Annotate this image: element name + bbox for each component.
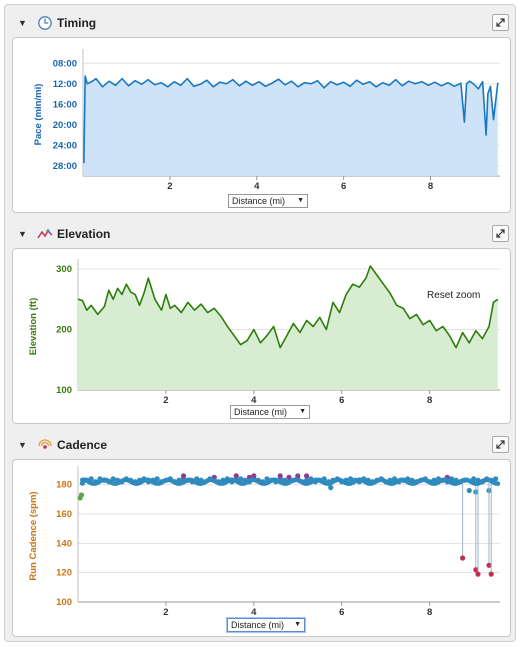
x-tick-label: 8 bbox=[427, 607, 432, 618]
data-point bbox=[233, 473, 239, 479]
expand-icon bbox=[496, 18, 505, 27]
elevation-expand-button[interactable] bbox=[492, 225, 509, 242]
data-point bbox=[251, 473, 257, 479]
data-point bbox=[110, 476, 116, 482]
x-tick-label: 2 bbox=[167, 181, 172, 192]
data-point bbox=[328, 485, 334, 491]
elevation-section-title: Elevation bbox=[57, 227, 111, 241]
y-tick-label: 140 bbox=[56, 538, 72, 549]
reset-zoom-button[interactable]: Reset zoom bbox=[427, 290, 480, 301]
cadence-section-title: Cadence bbox=[57, 438, 108, 452]
distance-selector-label: Distance (mi) bbox=[231, 620, 285, 630]
y-tick-label: 200 bbox=[56, 325, 72, 336]
y-axis-label: Pace (min/mi) bbox=[33, 84, 44, 146]
elevation-distance-selector[interactable]: Distance (mi) ▼ bbox=[230, 405, 310, 419]
data-point bbox=[495, 481, 501, 487]
data-point bbox=[238, 476, 244, 482]
data-point bbox=[493, 476, 499, 482]
elevation-collapse-toggle[interactable]: ▼ bbox=[18, 229, 27, 239]
elevation-section-header[interactable]: ▼ Elevation bbox=[5, 219, 515, 249]
distance-selector-label: Distance (mi) bbox=[234, 407, 288, 417]
x-tick-label: 2 bbox=[163, 395, 168, 406]
expand-icon bbox=[496, 440, 505, 449]
data-point bbox=[460, 555, 466, 561]
cadence-section-header[interactable]: ▼ Cadence bbox=[5, 430, 515, 460]
y-axis-label: Elevation (ft) bbox=[28, 298, 39, 356]
elevation-chart-panel: 100 200 300 2 4 6 8 Elevation (ft) Reset zoom Di… bbox=[12, 248, 511, 424]
cadence-chart[interactable]: 100 120 140 160 180 2 4 6 8 Run Cadence (spm) bbox=[13, 460, 510, 636]
expand-icon bbox=[496, 229, 505, 238]
data-point bbox=[466, 487, 472, 494]
cadence-chart-panel: 100 120 140 160 180 2 4 6 8 Run Cadence (spm) Dis… bbox=[12, 459, 511, 637]
x-tick-label: 8 bbox=[428, 181, 433, 192]
activity-charts-container: ▼ Timing 08:00 12:00 16:00 20:00 24:00 28:00 2… bbox=[4, 4, 516, 642]
cadence-icon bbox=[38, 439, 52, 449]
x-tick-label: 8 bbox=[427, 395, 432, 406]
timing-section-title: Timing bbox=[57, 16, 97, 30]
y-tick-label: 24:00 bbox=[53, 140, 77, 151]
chevron-down-icon: ▼ bbox=[299, 408, 306, 415]
timing-section-header[interactable]: ▼ Timing bbox=[5, 8, 515, 38]
y-tick-label: 20:00 bbox=[53, 120, 77, 131]
data-point bbox=[277, 473, 283, 479]
series-line bbox=[83, 75, 499, 164]
data-point bbox=[486, 562, 492, 568]
timing-chart-panel: 08:00 12:00 16:00 20:00 24:00 28:00 2 4 6 8 Pace (… bbox=[12, 37, 511, 213]
clock-icon bbox=[38, 16, 52, 30]
timing-expand-button[interactable] bbox=[492, 14, 509, 31]
data-point bbox=[347, 476, 354, 482]
data-point bbox=[180, 473, 187, 479]
x-tick-label: 6 bbox=[339, 395, 344, 406]
chevron-down-icon: ▼ bbox=[294, 621, 301, 628]
data-point bbox=[475, 571, 481, 577]
y-tick-label: 16:00 bbox=[53, 99, 77, 110]
x-tick-label: 4 bbox=[251, 607, 257, 618]
series-area bbox=[83, 76, 498, 176]
y-tick-label: 100 bbox=[56, 385, 72, 396]
y-tick-label: 120 bbox=[56, 568, 72, 579]
cadence-expand-button[interactable] bbox=[492, 436, 509, 453]
x-tick-label: 4 bbox=[254, 181, 260, 192]
series-area bbox=[78, 266, 498, 390]
y-tick-label: 12:00 bbox=[53, 79, 77, 90]
y-tick-label: 100 bbox=[56, 597, 72, 608]
y-tick-label: 300 bbox=[56, 264, 72, 275]
timing-distance-selector[interactable]: Distance (mi) ▼ bbox=[228, 194, 308, 208]
cadence-distance-selector[interactable]: Distance (mi) ▼ bbox=[227, 618, 305, 632]
x-tick-label: 2 bbox=[163, 607, 168, 618]
y-tick-label: 28:00 bbox=[53, 161, 77, 172]
x-tick-label: 6 bbox=[339, 607, 344, 618]
series-line bbox=[77, 265, 499, 349]
timing-collapse-toggle[interactable]: ▼ bbox=[18, 18, 27, 28]
elevation-chart[interactable]: 100 200 300 2 4 6 8 Elevation (ft) Reset zoom bbox=[13, 249, 510, 423]
chevron-down-icon: ▼ bbox=[297, 197, 304, 204]
distance-selector-label: Distance (mi) bbox=[232, 196, 286, 206]
data-point bbox=[473, 567, 479, 573]
data-point bbox=[78, 492, 85, 498]
y-tick-label: 160 bbox=[56, 509, 72, 520]
data-point bbox=[303, 473, 310, 479]
data-point bbox=[295, 473, 301, 479]
y-axis-label: Run Cadence (spm) bbox=[28, 491, 39, 580]
elevation-icon bbox=[37, 229, 53, 239]
x-tick-label: 6 bbox=[341, 181, 346, 192]
data-point bbox=[488, 571, 494, 577]
data-point bbox=[154, 476, 160, 482]
x-tick-label: 4 bbox=[251, 395, 257, 406]
y-tick-label: 08:00 bbox=[53, 58, 77, 69]
cadence-collapse-toggle[interactable]: ▼ bbox=[18, 440, 27, 450]
timing-chart[interactable]: 08:00 12:00 16:00 20:00 24:00 28:00 2 4 6 8 Pace (… bbox=[13, 38, 510, 212]
y-tick-label: 180 bbox=[56, 480, 72, 491]
data-point bbox=[286, 474, 292, 480]
